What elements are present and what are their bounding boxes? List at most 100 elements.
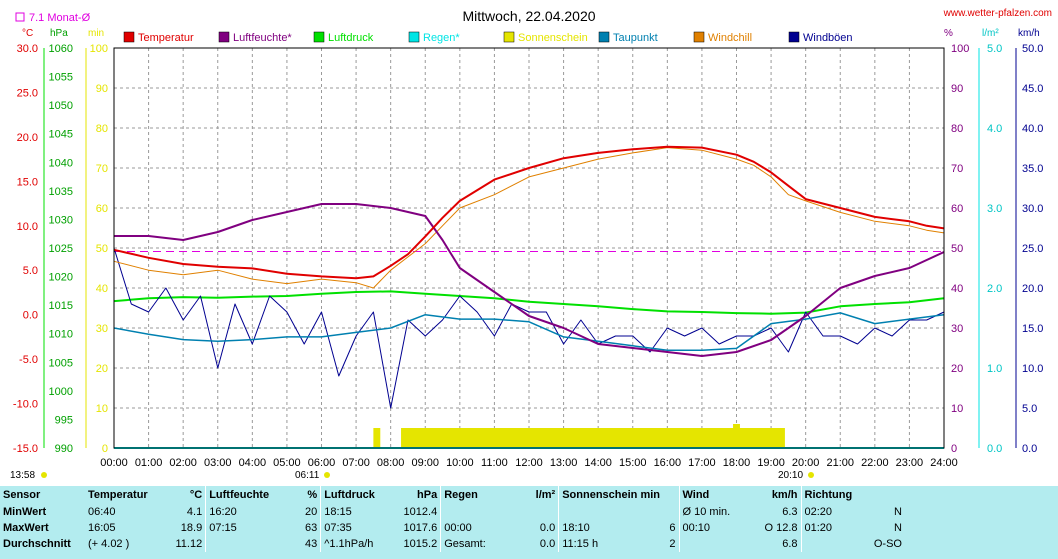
sunrise-icon	[324, 472, 330, 478]
stats-cell: 6.8	[782, 538, 798, 550]
stats-cell	[558, 504, 663, 520]
stats-cell	[678, 536, 739, 552]
press-tick-label: 1055	[49, 72, 73, 84]
chart-title: Mittwoch, 22.04.2020	[462, 8, 595, 24]
stats-cell: °C	[189, 489, 203, 501]
sunrise-label: 06:11	[295, 470, 320, 481]
stats-cell: hPa	[417, 489, 438, 501]
rain-tick-label: 3.0	[987, 203, 1002, 215]
grid	[114, 48, 944, 448]
site-link[interactable]: www.wetter-pfalzen.com	[943, 8, 1052, 19]
wind-tick-label: 50.0	[1022, 43, 1043, 55]
stats-row: Durchschnitt (+ 4.02 ) 11.12 43 ^1.1hPa/h 101…	[0, 536, 905, 552]
stats-cell: 01:20	[800, 520, 861, 536]
wind-tick-label: 35.0	[1022, 163, 1043, 175]
stats-cell: 18.9	[180, 522, 203, 534]
stats-cell: O 12.8	[764, 522, 798, 534]
sunshine-bar	[733, 424, 740, 448]
hum-tick-label: 60	[951, 203, 963, 215]
stats-table: Sensor Temperatur °C Luftfeuchte% Luftdruck h…	[0, 486, 905, 552]
sun-tick-label: 60	[96, 203, 108, 215]
stats-body: Sensor Temperatur °C Luftfeuchte% Luftdruck h…	[0, 486, 905, 552]
temp-tick-label: -15.0	[13, 443, 38, 455]
temp-tick-label: 0.0	[23, 310, 38, 322]
press-tick-label: 1035	[49, 186, 73, 198]
unit-sun: min	[88, 28, 104, 39]
wind-tick-label: 5.0	[1022, 403, 1037, 415]
legend: Temperatur Luftfeuchte* Luftdruck Regen* Son…	[123, 31, 853, 44]
stats-cell: 07:15	[205, 520, 281, 536]
time-tick-label: 19:00	[757, 457, 785, 469]
stats-cell: 6	[669, 522, 676, 534]
stats-cell	[663, 504, 679, 520]
legend-swatch	[788, 31, 800, 43]
stats-cell: 00:00	[440, 520, 511, 536]
stats-panel: Sensor Temperatur °C Luftfeuchte% Luftdruck h…	[0, 486, 1058, 559]
rain-tick-label: 5.0	[987, 43, 1002, 55]
legend-label: Sonnenschein	[518, 32, 588, 44]
stats-row: MaxWert 16:05 18.9 07:15 63 07:35 1017.6 00:00 0…	[0, 520, 905, 536]
time-tick-label: 07:00	[342, 457, 370, 469]
sunshine-bars	[373, 424, 785, 448]
temp-tick-label: -10.0	[13, 399, 38, 411]
stats-cell: (+ 4.02 )	[88, 538, 130, 550]
stats-cell: N	[894, 522, 902, 534]
time-tick-label: 08:00	[377, 457, 405, 469]
hum-tick-label: 80	[951, 123, 963, 135]
stats-cell: 11.12	[175, 538, 203, 550]
time-tick-label: 02:00	[169, 457, 197, 469]
unit-temp: °C	[22, 28, 33, 39]
press-tick-label: 1010	[49, 329, 73, 341]
legend-swatch	[693, 31, 705, 43]
stats-cell: ^1.1hPa/h	[320, 536, 399, 552]
press-tick-label: 1020	[49, 272, 73, 284]
legend-swatch	[503, 31, 515, 43]
stats-cell: 02:20	[800, 504, 861, 520]
sun-tick-label: 30	[96, 323, 108, 335]
stats-cell: 07:35	[320, 520, 399, 536]
stats-cell: l/m²	[535, 489, 556, 501]
time-tick-label: 05:00	[273, 457, 301, 469]
sun-tick-label: 50	[96, 243, 108, 255]
press-tick-label: 1060	[49, 43, 73, 55]
stats-cell: 06:40	[88, 506, 116, 518]
time-tick-label: 24:00	[930, 457, 958, 469]
stats-cell: Luftdruck	[320, 486, 399, 504]
hum-tick-label: 20	[951, 363, 963, 375]
stats-header-row: Sensor Temperatur °C Luftfeuchte% Luftdruck h…	[0, 486, 905, 504]
legend-swatch	[408, 31, 420, 43]
month-avg-marker	[15, 12, 25, 22]
stats-cell: 43	[304, 538, 318, 550]
time-tick-label: 09:00	[411, 457, 439, 469]
stats-cell: 0.0	[539, 522, 556, 534]
temp-tick-label: 20.0	[17, 132, 38, 144]
sunshine-bar	[401, 428, 785, 448]
sunset-icon	[808, 472, 814, 478]
time-tick-label: 12:00	[515, 457, 543, 469]
legend-label: Windchill	[708, 32, 752, 44]
stats-cell: Temperatur	[88, 489, 148, 501]
stats-cell: Sensor	[3, 489, 41, 501]
stats-cell: O-SO	[873, 538, 902, 550]
stats-cell: 2	[669, 538, 676, 550]
unit-hum: %	[944, 28, 953, 39]
plot-frame	[113, 47, 945, 449]
temp-tick-label: 5.0	[23, 265, 38, 277]
sun-tick-label: 100	[90, 43, 108, 55]
temp-tick-label: 15.0	[17, 176, 38, 188]
stats-row: MinWert 06:40 4.1 16:20 20 18:15 1012.4 Ø 10 mi…	[0, 504, 905, 520]
legend-swatch	[598, 31, 610, 43]
sun-tick-label: 90	[96, 83, 108, 95]
rain-tick-label: 4.0	[987, 123, 1002, 135]
stats-cell	[663, 486, 679, 504]
stats-cell: Luftfeuchte	[205, 486, 281, 504]
stats-cell: N	[894, 506, 902, 518]
stats-cell: %	[307, 489, 318, 501]
press-tick-label: 1040	[49, 157, 73, 169]
sun-tick-label: 0	[102, 443, 108, 455]
press-tick-label: 1045	[49, 129, 73, 141]
stats-cell: Durchschnitt	[3, 538, 71, 550]
stats-cell	[861, 486, 905, 504]
hum-tick-label: 90	[951, 83, 963, 95]
rain-tick-label: 2.0	[987, 283, 1002, 295]
